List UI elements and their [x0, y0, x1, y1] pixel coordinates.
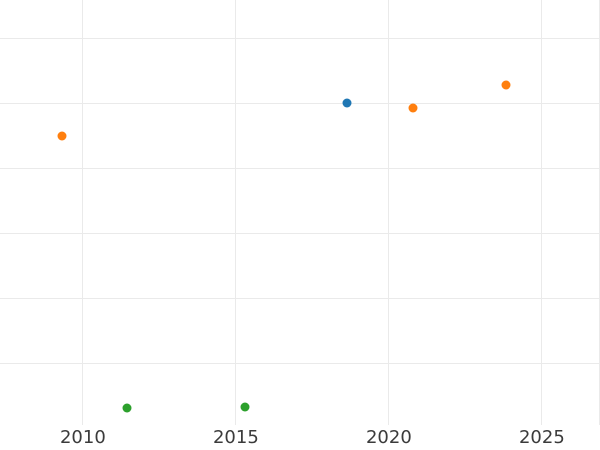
plot-area [0, 0, 600, 425]
data-point-orange [501, 80, 511, 89]
horizontal-gridline [0, 167, 600, 169]
horizontal-gridline [0, 297, 600, 299]
data-point-green [122, 403, 132, 412]
x-tick-label: 2020 [365, 427, 412, 448]
horizontal-gridline [0, 37, 600, 39]
horizontal-gridline [0, 102, 600, 104]
vertical-gridline [82, 0, 84, 425]
vertical-gridline [541, 0, 543, 425]
data-point-orange [57, 131, 66, 141]
data-point-blue [342, 98, 352, 108]
x-tick-label: 2025 [518, 427, 565, 448]
horizontal-gridline [0, 232, 600, 234]
data-point-orange [408, 103, 418, 113]
x-tick-label: 2015 [212, 427, 259, 448]
data-point-green [240, 402, 250, 412]
vertical-gridline [235, 0, 237, 425]
horizontal-gridline [0, 362, 600, 364]
vertical-gridline [388, 0, 390, 425]
x-tick-label: 2010 [59, 427, 106, 448]
